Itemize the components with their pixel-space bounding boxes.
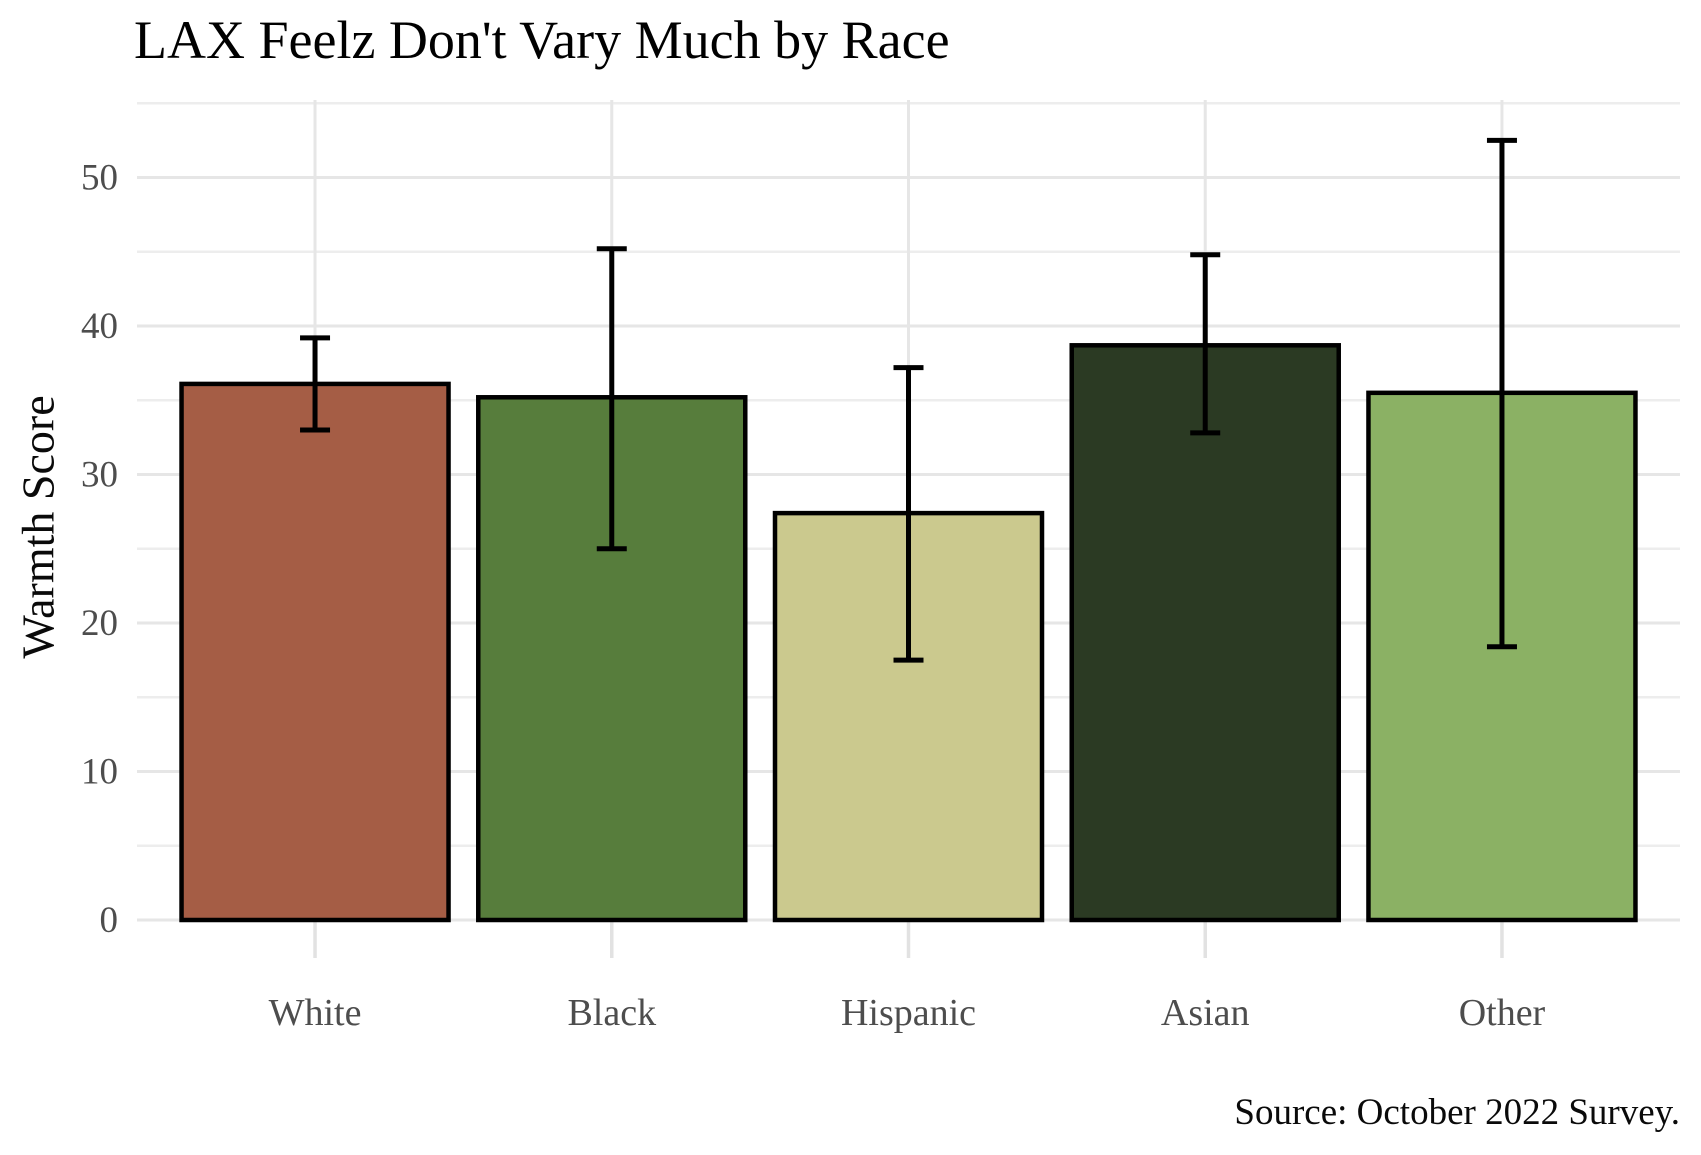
bar-asian — [1069, 343, 1341, 923]
y-tick-label: 20 — [81, 603, 118, 644]
x-tick-label-asian: Asian — [1161, 992, 1250, 1034]
y-tick-label: 40 — [81, 306, 118, 347]
error-bar-hispanic — [893, 365, 924, 663]
x-tick-label-white: White — [269, 992, 362, 1034]
error-bar-asian — [1190, 252, 1221, 436]
bar-white — [179, 381, 451, 923]
x-tick-label-other: Other — [1459, 992, 1546, 1034]
x-tick-label-black: Black — [567, 992, 656, 1034]
error-bar-white — [300, 335, 331, 433]
y-tick-label: 0 — [100, 900, 119, 941]
error-bar-black — [596, 246, 627, 552]
y-tick-label: 10 — [81, 752, 118, 793]
error-bar-other — [1486, 137, 1517, 650]
source-note: Source: October 2022 Survey. — [1234, 1092, 1680, 1133]
x-tick-label-hispanic: Hispanic — [841, 992, 976, 1034]
chart-title: LAX Feelz Don't Vary Much by Race — [134, 10, 950, 70]
y-tick-label: 30 — [81, 455, 118, 496]
y-tick-label: 50 — [81, 158, 118, 199]
